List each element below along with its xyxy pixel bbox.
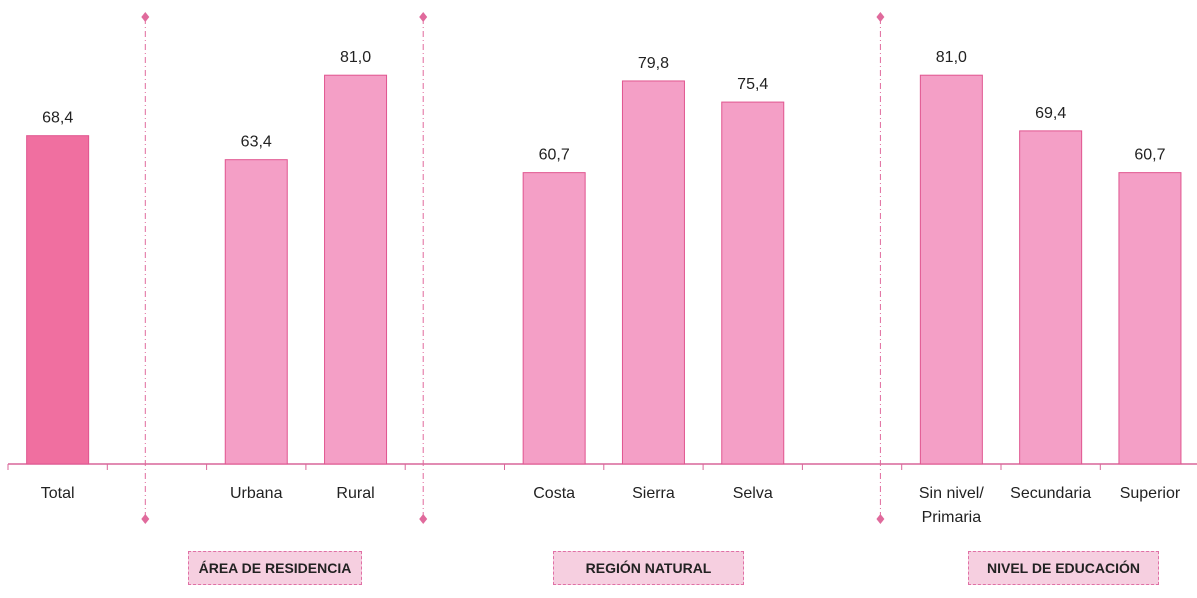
bar-selva [721, 101, 785, 465]
separator-diamond-bottom [141, 514, 150, 524]
separator-diamond-top [876, 12, 885, 22]
category-label: Sin nivel/ [919, 485, 984, 502]
value-label: 75,4 [737, 76, 768, 93]
category-label: Superior [1120, 485, 1181, 502]
group-label-region-natural: REGIÓN NATURAL [553, 551, 744, 585]
category-label: Selva [733, 485, 773, 502]
category-label: Primaria [922, 509, 982, 526]
category-label: Rural [336, 485, 374, 502]
value-label: 69,4 [1035, 105, 1066, 122]
group-label-nivel-educacion: NIVEL DE EDUCACIÓN [968, 551, 1159, 585]
bar-superior [1118, 172, 1182, 465]
bar-sierra [621, 80, 685, 465]
value-label: 79,8 [638, 55, 669, 72]
value-label: 63,4 [241, 134, 272, 151]
category-label: Secundaria [1010, 485, 1091, 502]
separator-diamond-top [419, 12, 428, 22]
separator-diamond-top [141, 12, 150, 22]
value-label: 68,4 [42, 110, 73, 127]
bar-costa [522, 172, 586, 465]
separator-diamond-bottom [419, 514, 428, 524]
bar-rural [324, 74, 388, 465]
bar-urbana [224, 159, 288, 465]
category-label: Total [41, 485, 75, 502]
value-label: 60,7 [1134, 147, 1165, 164]
bar-secundaria [1019, 130, 1083, 465]
bar-total [26, 135, 90, 465]
value-label: 81,0 [936, 49, 967, 66]
value-label: 81,0 [340, 49, 371, 66]
group-label-area-residencia: ÁREA DE RESIDENCIA [188, 551, 362, 585]
category-label: Sierra [632, 485, 675, 502]
category-label: Costa [533, 485, 575, 502]
category-label: Urbana [230, 485, 283, 502]
separator-diamond-bottom [876, 514, 885, 524]
value-label: 60,7 [539, 147, 570, 164]
bar-sin-nivel-primaria [919, 74, 983, 465]
